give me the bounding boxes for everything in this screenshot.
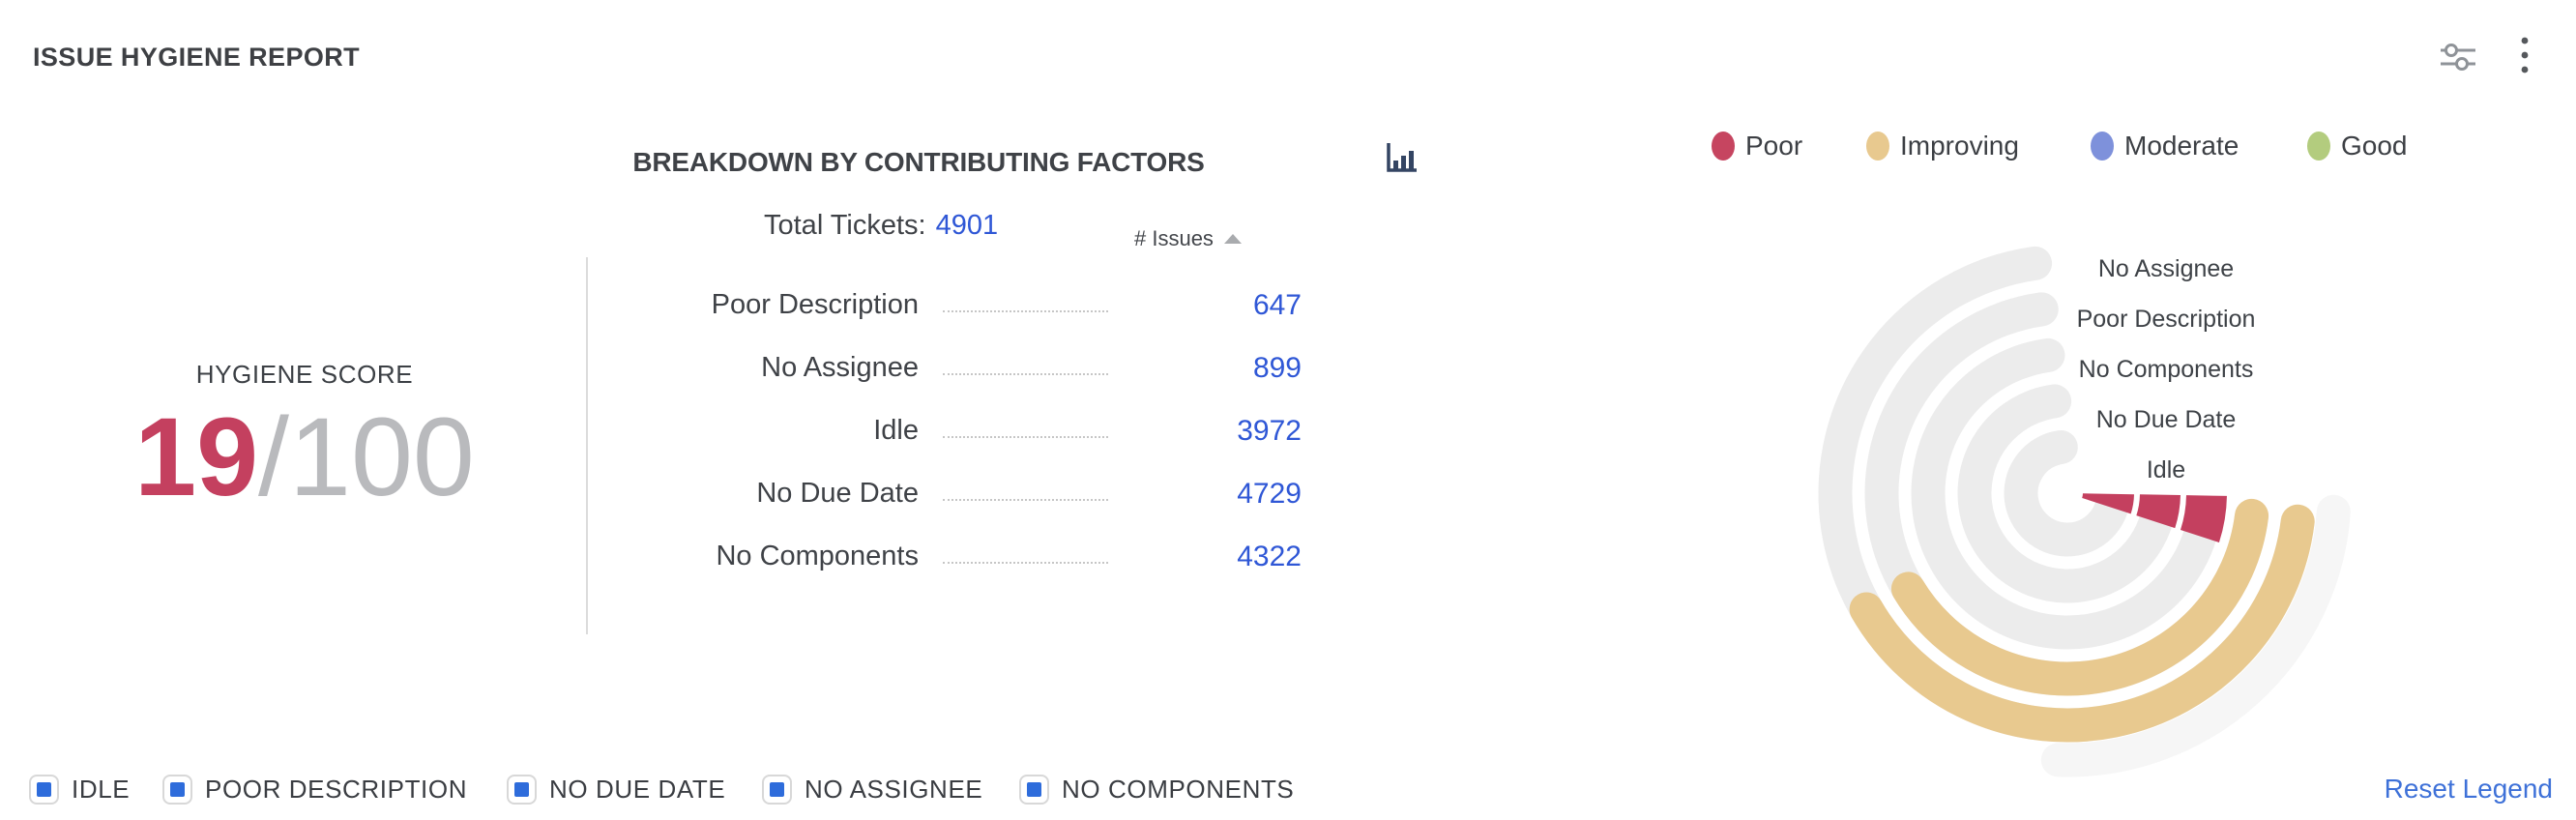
score-value: 19 [134,395,259,519]
factor-label: No Components [716,541,919,571]
status-legend-label: Moderate [2124,131,2239,161]
score-max: /100 [258,395,475,519]
vertical-divider [586,257,588,634]
improving-dot-icon [1866,132,1889,161]
status-legend-label: Improving [1900,131,2019,161]
ring-fill-arc [1849,504,2315,743]
reset-legend-link[interactable]: Reset Legend [2384,774,2553,804]
poor-dot-icon [1712,132,1735,161]
checkbox-icon [162,774,192,805]
ring-track-endcap [1986,292,2059,337]
issues-column-label: # Issues [1134,226,1214,250]
table-row: Idle 3972 [629,399,1302,462]
legend-toggle-no-assignee[interactable]: NO ASSIGNEE [762,772,982,806]
legend-toggle-poor-description[interactable]: POOR DESCRIPTION [162,772,467,806]
table-row: Poor Description 647 [629,274,1302,337]
factor-value-link[interactable]: 647 [1252,289,1302,321]
total-tickets-value[interactable]: 4901 [935,210,999,241]
legend-toggle-label: POOR DESCRIPTION [205,774,468,804]
bar-chart-icon[interactable] [1381,139,1421,180]
moderate-dot-icon [2091,132,2114,161]
status-legend-item-improving: Improving [1866,130,2019,162]
factor-value-link[interactable]: 4729 [1237,478,1302,510]
dotted-leader [943,337,1108,375]
table-row: No Due Date 4729 [629,462,1302,525]
factors-table: Poor Description 647 No Assignee 899 Idl… [629,274,1302,588]
legend-toggle-label: NO ASSIGNEE [805,774,983,804]
legend-toggle-label: IDLE [72,774,131,804]
dotted-leader [943,399,1108,438]
factor-label: Poor Description [711,289,919,320]
total-tickets-label: Total Tickets: [764,210,926,241]
sliders-icon [2439,44,2477,78]
status-legend-item-moderate: Moderate [2091,130,2239,162]
ring-fill-arc [1890,498,2269,696]
legend-toggle-label: NO COMPONENTS [1062,774,1295,804]
ring-track-endcap [2034,429,2078,467]
legend-toggle-no-components[interactable]: NO COMPONENTS [1019,772,1294,806]
hygiene-radial-chart [1818,246,2351,777]
factor-value-link[interactable]: 4322 [1237,541,1302,572]
checkbox-icon [507,774,537,805]
breakdown-heading: BREAKDOWN BY CONTRIBUTING FACTORS [632,147,1205,177]
checkbox-icon [1019,774,1049,805]
total-tickets: Total Tickets: 4901 [764,210,998,242]
hygiene-score-label: HYGIENE SCORE [195,360,414,389]
dotted-leader [943,462,1108,501]
ring-track-endcap [2018,384,2072,424]
legend-toggle-label: NO DUE DATE [549,774,726,804]
ring-track-endcap [1971,246,2053,292]
good-dot-icon [2307,132,2330,161]
factor-value-link[interactable]: 899 [1252,352,1302,384]
dotted-leader [943,525,1108,564]
table-row: No Assignee 899 [629,337,1302,399]
ring-track [1911,342,2222,650]
ring-track-endcap [2003,337,2065,380]
status-legend-item-good: Good [2307,130,2408,162]
checkbox-icon [762,774,792,805]
ring-fill-wedge [2180,495,2227,542]
factor-value-link[interactable]: 3972 [1237,415,1302,447]
factor-label: No Due Date [756,478,919,509]
ring-fill-wedge [2082,493,2134,514]
status-legend-item-poor: Poor [1712,130,1802,162]
legend-toggle-idle[interactable]: IDLE [29,772,130,806]
factor-label: No Assignee [761,352,919,383]
page-title: ISSUE HYGIENE REPORT [33,43,361,72]
issues-column-sort-header[interactable]: # Issues [1134,226,1242,251]
dotted-leader [943,274,1108,312]
kebab-menu-icon[interactable] [2508,33,2541,79]
hygiene-score: 19/100 [58,399,551,515]
checkbox-icon [29,774,59,805]
filter-sliders-button[interactable] [2437,39,2479,77]
legend-toggle-no-due-date[interactable]: NO DUE DATE [507,772,725,806]
status-legend-label: Poor [1745,131,1803,161]
ring-fill-wedge [2136,494,2181,529]
factor-label: Idle [873,415,919,446]
ring-track [1957,387,2176,603]
hygiene-score-block: HYGIENE SCORE 19/100 [58,360,551,515]
faint-outer-arc [2040,494,2351,777]
table-row: No Components 4322 [629,525,1302,588]
sort-ascending-icon [1223,234,1242,244]
ring-track [2004,432,2130,557]
status-legend-label: Good [2341,131,2408,161]
